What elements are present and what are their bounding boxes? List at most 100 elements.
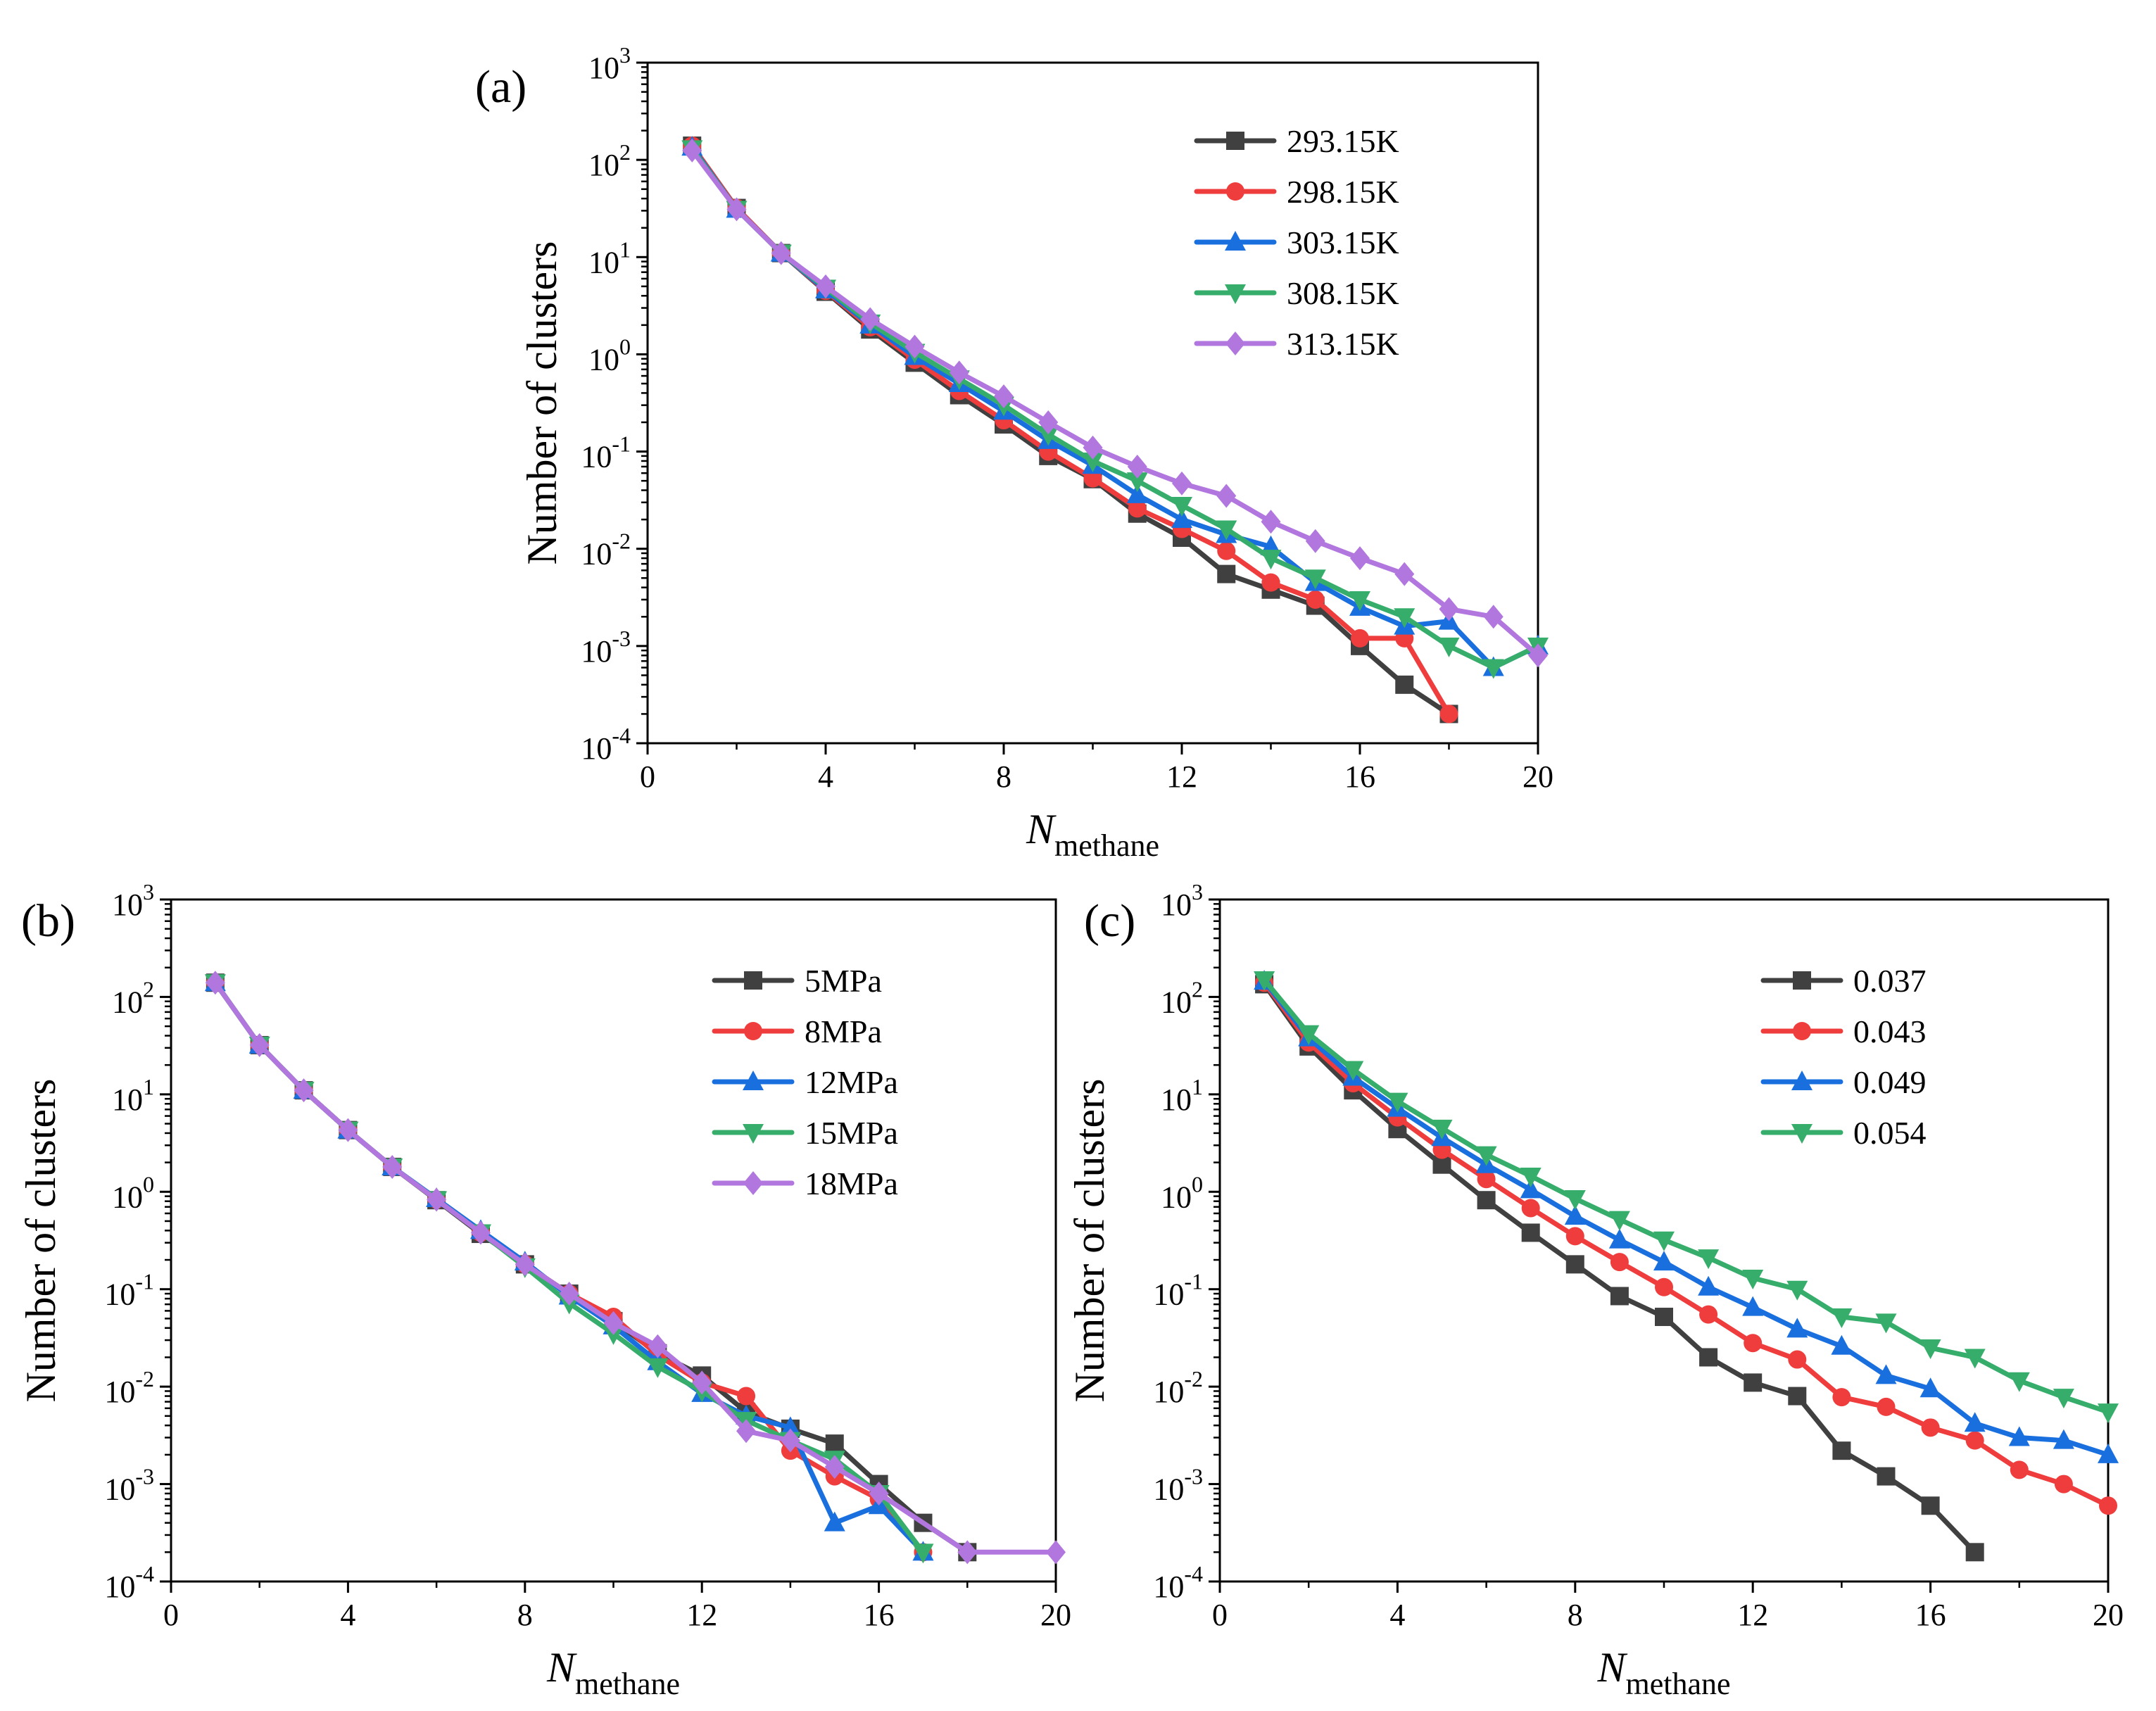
- data-point-18MPa: [648, 1334, 668, 1358]
- legend-label-298.15K: 298.15K: [1287, 174, 1399, 210]
- series-line-313.15K: [689, 148, 1541, 658]
- x-tick-label: 4: [818, 759, 833, 794]
- data-point-0.049: [1653, 1251, 1675, 1271]
- data-point-308.15K: [1216, 520, 1237, 541]
- data-point-18MPa: [603, 1311, 624, 1335]
- data-point-313.15K: [1439, 597, 1459, 621]
- legend-marker-293.15K: [1226, 132, 1244, 150]
- data-point-18MPa: [338, 1118, 358, 1142]
- panel-label: (c): [1084, 895, 1135, 947]
- data-point-303.15K: [1126, 483, 1148, 503]
- legend-label-0.054: 0.054: [1853, 1115, 1927, 1151]
- data-point-0.043: [1655, 1277, 1673, 1296]
- data-point-18MPa: [382, 1154, 403, 1179]
- legend-marker-298.15K: [1226, 182, 1244, 201]
- y-tick-label: 102: [588, 139, 631, 182]
- data-point-18MPa: [780, 1428, 800, 1453]
- legend-label-303.15K: 303.15K: [1287, 225, 1399, 260]
- y-tick-label: 100: [1161, 1171, 1203, 1214]
- data-point-0.037: [1565, 1255, 1584, 1274]
- y-tick-label: 102: [112, 976, 154, 1019]
- data-point-313.15K: [949, 360, 969, 385]
- data-point-0.037: [1965, 1543, 1984, 1562]
- data-point-0.054: [2053, 1389, 2074, 1409]
- data-point-313.15K: [1483, 605, 1503, 629]
- data-point-18MPa: [559, 1282, 579, 1306]
- data-point-0.043: [1521, 1199, 1540, 1218]
- data-point-0.043: [1477, 1170, 1496, 1189]
- data-point-0.054: [1254, 971, 1275, 992]
- data-point-0.054: [1564, 1190, 1586, 1211]
- x-tick-label: 16: [1915, 1598, 1946, 1632]
- data-point-313.15K: [1172, 471, 1192, 495]
- legend-label-18MPa: 18MPa: [805, 1166, 898, 1201]
- legend-label-15MPa: 15MPa: [805, 1115, 898, 1151]
- y-tick-label: 10-1: [581, 431, 631, 474]
- data-point-298.15K: [1351, 629, 1369, 648]
- y-tick-label: 101: [1161, 1074, 1203, 1117]
- legend-label-308.15K: 308.15K: [1287, 275, 1399, 311]
- data-point-0.037: [1832, 1441, 1851, 1460]
- data-point-5MPa: [825, 1434, 844, 1453]
- x-tick-label: 0: [163, 1598, 179, 1632]
- y-tick-label: 101: [588, 236, 631, 279]
- data-point-0.054: [2008, 1372, 2030, 1392]
- y-tick-label: 10-3: [1153, 1464, 1203, 1507]
- y-tick-label: 10-4: [104, 1561, 154, 1604]
- y-tick-label: 10-3: [104, 1464, 154, 1507]
- plot-frame: [170, 898, 1057, 1583]
- data-point-0.049: [1964, 1412, 1986, 1432]
- data-point-0.054: [2098, 1403, 2119, 1424]
- data-point-298.15K: [1439, 705, 1458, 724]
- data-point-15MPa: [647, 1358, 669, 1378]
- data-point-0.043: [1744, 1334, 1763, 1353]
- data-point-313.15K: [904, 334, 925, 359]
- data-point-0.054: [1653, 1231, 1675, 1251]
- data-point-308.15K: [1482, 659, 1504, 679]
- series-group: [204, 971, 1066, 1565]
- series-group: [1254, 970, 2119, 1562]
- data-point-0.054: [1964, 1349, 1986, 1369]
- data-point-308.15K: [1126, 472, 1148, 493]
- legend-marker-12MPa: [743, 1071, 764, 1090]
- y-tick-label: 10-1: [1153, 1269, 1203, 1312]
- data-point-12MPa: [824, 1511, 845, 1532]
- data-point-0.037: [1921, 1496, 1940, 1515]
- y-tick-label: 10-2: [104, 1366, 154, 1409]
- data-point-0.049: [1742, 1296, 1764, 1316]
- y-axis-title: Number of clusters: [519, 241, 565, 565]
- x-tick-label: 16: [1344, 759, 1375, 794]
- data-point-0.049: [1831, 1334, 1853, 1355]
- data-point-8MPa: [737, 1387, 756, 1406]
- legend-label-0.037: 0.037: [1853, 963, 1927, 999]
- data-point-308.15K: [1038, 426, 1059, 446]
- data-point-308.15K: [1260, 550, 1282, 570]
- data-point-0.049: [1919, 1377, 1941, 1398]
- data-point-0.054: [1742, 1269, 1764, 1289]
- data-point-313.15K: [1127, 454, 1147, 479]
- data-point-18MPa: [824, 1455, 845, 1479]
- data-point-18MPa: [1046, 1540, 1066, 1565]
- data-point-0.049: [1698, 1275, 1720, 1296]
- data-point-0.054: [1520, 1167, 1542, 1187]
- data-point-0.043: [2010, 1460, 2029, 1479]
- legend-marker-0.043: [1793, 1022, 1811, 1040]
- legend-marker-0.054: [1791, 1124, 1813, 1144]
- data-point-0.043: [1788, 1350, 1807, 1369]
- series-line-18MPa: [213, 980, 1059, 1555]
- data-point-313.15K: [726, 197, 747, 222]
- x-tick-label: 0: [1212, 1598, 1228, 1632]
- x-tick-label: 0: [640, 759, 655, 794]
- y-tick-label: 10-3: [581, 626, 631, 669]
- x-tick-label: 16: [864, 1598, 895, 1632]
- data-point-0.043: [1699, 1305, 1718, 1324]
- data-point-0.037: [1655, 1308, 1673, 1327]
- data-point-12MPa: [779, 1416, 801, 1437]
- y-axis-title: Number of clusters: [1066, 1079, 1113, 1403]
- data-point-18MPa: [957, 1540, 978, 1565]
- data-point-308.15K: [1171, 496, 1192, 517]
- data-point-0.049: [1564, 1205, 1586, 1225]
- y-tick-label: 103: [588, 42, 631, 85]
- data-point-0.054: [1608, 1211, 1630, 1231]
- data-point-0.054: [1786, 1280, 1808, 1301]
